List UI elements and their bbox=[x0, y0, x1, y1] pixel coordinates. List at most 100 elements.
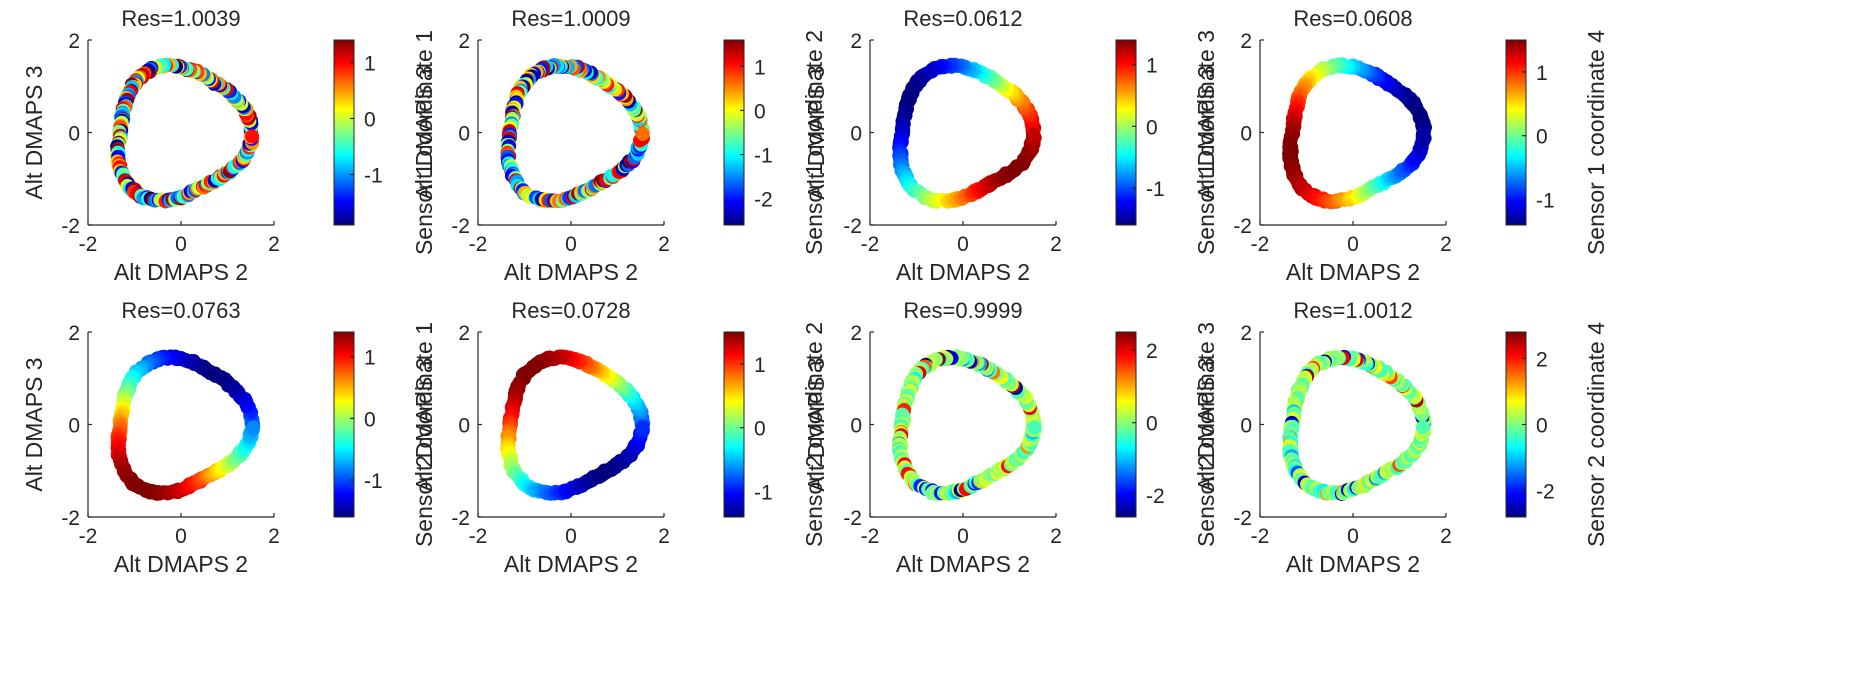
chart-title: Res=1.0009 bbox=[511, 6, 630, 31]
scatter-point bbox=[635, 126, 650, 141]
chart-title: Res=0.0608 bbox=[1293, 6, 1412, 31]
x-tick-label: 2 bbox=[1050, 233, 1062, 256]
colorbar-tick-label: -1 bbox=[364, 470, 383, 493]
scatter-point bbox=[1026, 127, 1041, 142]
x-tick-label: 0 bbox=[1347, 233, 1359, 256]
x-tick-label: 0 bbox=[1347, 525, 1359, 548]
colorbar-tick-label: 2 bbox=[1536, 348, 1548, 371]
y-axis-label: Alt DMAPS 3 bbox=[411, 357, 437, 491]
x-axis-label: Alt DMAPS 2 bbox=[504, 259, 638, 285]
x-axis-label: Alt DMAPS 2 bbox=[114, 551, 248, 577]
colorbar-gradient bbox=[1116, 40, 1136, 225]
chart-panel-2: Res=1.0009 -2 0 2 -2 0 2 Alt DMAPS 2 Alt DMAPS 3… bbox=[411, 6, 827, 285]
y-axis-label: Alt DMAPS 3 bbox=[1193, 357, 1219, 491]
x-tick-label: 2 bbox=[1440, 233, 1452, 256]
chart-title: Res=0.0612 bbox=[903, 6, 1022, 31]
y-tick-label: -2 bbox=[61, 215, 80, 238]
y-tick-label: 0 bbox=[68, 415, 80, 438]
chart-panel-1: Res=1.0039 -2 0 2 -2 0 2 Alt DMAPS 2 Alt DMAPS 3… bbox=[21, 6, 437, 285]
scatter-points bbox=[1282, 349, 1432, 501]
x-tick-label: 2 bbox=[658, 233, 670, 256]
colorbar-frame bbox=[1115, 331, 1137, 518]
x-tick-label: -2 bbox=[469, 525, 488, 548]
y-axis-label: Alt DMAPS 3 bbox=[21, 65, 47, 199]
y-tick-label: 0 bbox=[850, 415, 862, 438]
y-tick-label: -2 bbox=[1233, 507, 1252, 530]
y-tick-label: 2 bbox=[850, 322, 862, 345]
scatter-points bbox=[500, 58, 650, 209]
scatter-point bbox=[635, 420, 650, 435]
scatter-points bbox=[892, 349, 1042, 501]
x-axis-label: Alt DMAPS 2 bbox=[896, 259, 1030, 285]
y-axis-label: Alt DMAPS 3 bbox=[1193, 65, 1219, 199]
chart-panel-7: Res=0.9999 -2 0 2 -2 0 2 Alt DMAPS 2 Alt DMAPS 3… bbox=[803, 298, 1219, 577]
colorbar-label: Sensor 2 coordinate 1 bbox=[411, 322, 437, 547]
x-tick-label: 0 bbox=[175, 525, 187, 548]
x-tick-label: -2 bbox=[1251, 525, 1270, 548]
colorbar-tick-label: 0 bbox=[1536, 415, 1548, 438]
colorbar-tick-label: 1 bbox=[364, 52, 376, 75]
chart-title: Res=0.9999 bbox=[903, 298, 1022, 323]
y-axis-label: Alt DMAPS 3 bbox=[803, 65, 829, 199]
x-tick-label: -2 bbox=[79, 525, 98, 548]
colorbar-tick-label: -1 bbox=[1536, 189, 1555, 212]
scatter-point bbox=[1415, 126, 1430, 141]
y-tick-label: 2 bbox=[850, 30, 862, 53]
x-tick-label: 0 bbox=[565, 233, 577, 256]
y-tick-label: -2 bbox=[1233, 215, 1252, 238]
scatter-points bbox=[110, 349, 261, 501]
colorbar-gradient bbox=[1506, 332, 1526, 517]
y-tick-label: 2 bbox=[68, 30, 80, 53]
colorbar-gradient bbox=[724, 40, 744, 225]
colorbar-tick-label: 1 bbox=[364, 347, 376, 370]
chart-panel-4: Res=0.0608 -2 0 2 -2 0 2 Alt DMAPS 2 Alt DMAPS 3… bbox=[1193, 6, 1609, 285]
y-tick-label: 2 bbox=[1240, 322, 1252, 345]
colorbar-label: Sensor 1 coordinate 4 bbox=[1583, 30, 1609, 255]
scatter-point bbox=[246, 420, 261, 435]
x-tick-label: 2 bbox=[1440, 525, 1452, 548]
scatter-point bbox=[245, 129, 260, 144]
colorbar-frame bbox=[1505, 39, 1527, 226]
x-axis-label: Alt DMAPS 2 bbox=[1286, 551, 1420, 577]
scatter-points bbox=[892, 57, 1042, 209]
y-tick-label: -2 bbox=[451, 215, 470, 238]
colorbar-tick-label: 1 bbox=[754, 354, 766, 377]
x-axis-label: Alt DMAPS 2 bbox=[1286, 259, 1420, 285]
colorbar-label: Sensor 1 coordinate 2 bbox=[801, 30, 827, 255]
colorbar-tick-label: 0 bbox=[1146, 413, 1158, 436]
x-tick-label: 0 bbox=[957, 233, 969, 256]
y-tick-label: 2 bbox=[68, 322, 80, 345]
scatter-points bbox=[1282, 57, 1432, 210]
chart-panel-6: Res=0.0728 -2 0 2 -2 0 2 Alt DMAPS 2 Alt DMAPS 3… bbox=[411, 298, 827, 577]
x-tick-label: -2 bbox=[469, 233, 488, 256]
x-tick-label: 2 bbox=[268, 525, 280, 548]
x-axis-label: Alt DMAPS 2 bbox=[114, 259, 248, 285]
colorbar-tick-label: 0 bbox=[754, 100, 766, 123]
colorbar-gradient bbox=[1506, 40, 1526, 225]
y-tick-label: -2 bbox=[843, 507, 862, 530]
x-tick-label: 2 bbox=[268, 233, 280, 256]
colorbar-tick-label: -1 bbox=[754, 145, 773, 168]
colorbar-tick-label: 0 bbox=[1146, 116, 1158, 139]
x-tick-label: -2 bbox=[79, 233, 98, 256]
chart-title: Res=1.0039 bbox=[121, 6, 240, 31]
colorbar-label: Sensor 1 coordinate 3 bbox=[1193, 30, 1219, 255]
colorbar-tick-label: 1 bbox=[1146, 55, 1158, 78]
colorbar-tick-label: -2 bbox=[1536, 481, 1555, 504]
chart-panel-8: Res=1.0012 -2 0 2 -2 0 2 Alt DMAPS 2 Alt DMAPS 3… bbox=[1193, 298, 1609, 577]
y-tick-label: -2 bbox=[61, 507, 80, 530]
colorbar-gradient bbox=[1116, 332, 1136, 517]
y-axis-label: Alt DMAPS 3 bbox=[21, 357, 47, 491]
colorbar-label: Sensor 2 coordinate 4 bbox=[1583, 322, 1609, 547]
colorbar-tick-label: 2 bbox=[1146, 340, 1158, 363]
colorbar-gradient bbox=[724, 332, 744, 517]
colorbar-tick-label: -1 bbox=[754, 481, 773, 504]
colorbar-tick-label: 0 bbox=[754, 418, 766, 441]
x-tick-label: 2 bbox=[1050, 525, 1062, 548]
y-tick-label: 0 bbox=[850, 123, 862, 146]
colorbar-tick-label: -1 bbox=[364, 165, 383, 188]
y-tick-label: 2 bbox=[458, 30, 470, 53]
colorbar-tick-label: 0 bbox=[364, 408, 376, 431]
colorbar-frame bbox=[723, 331, 745, 518]
y-tick-label: -2 bbox=[451, 507, 470, 530]
